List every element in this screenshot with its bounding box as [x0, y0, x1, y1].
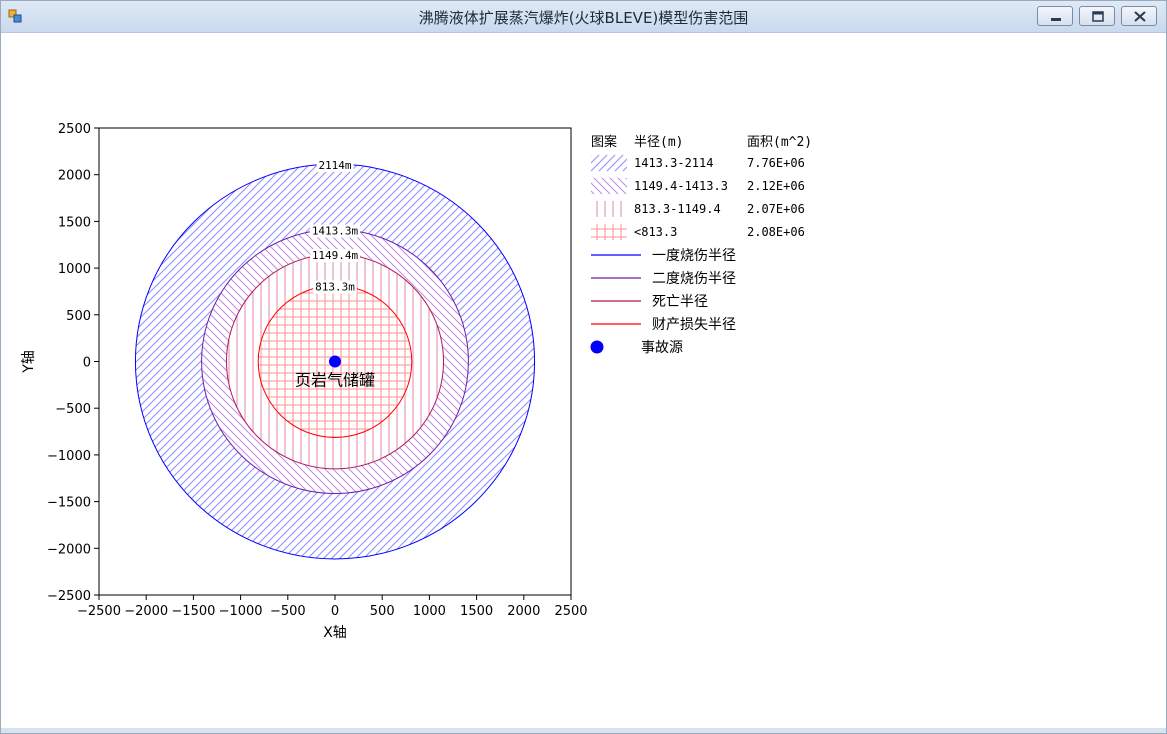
title-bar[interactable]: 沸腾液体扩展蒸汽爆炸(火球BLEVE)模型伤害范围	[1, 1, 1166, 33]
x-tick-label: −1500	[171, 604, 215, 619]
legend-header-area: 面积(m^2)	[747, 135, 812, 150]
x-tick-label: 2000	[507, 604, 540, 619]
legend-swatch	[591, 155, 627, 171]
legend-range: 813.3-1149.4	[634, 202, 721, 216]
legend-header-radius: 半径(m)	[634, 135, 683, 150]
legend-line-label: 一度烧伤半径	[652, 248, 736, 264]
y-tick-label: 1000	[58, 262, 91, 277]
y-tick-label: 1500	[58, 215, 91, 230]
legend-range: 1413.3-2114	[634, 156, 713, 170]
radius-label: 2114m	[318, 159, 351, 172]
radius-label-bg	[309, 224, 361, 238]
legend-marker-label: 事故源	[641, 340, 683, 356]
legend-header-pattern: 图案	[591, 135, 617, 150]
maximize-button[interactable]	[1079, 6, 1115, 26]
y-tick-label: −1000	[47, 449, 91, 464]
x-tick-label: 500	[370, 604, 395, 619]
radius-label-bg	[313, 280, 357, 294]
radius-label-bg	[316, 159, 354, 173]
y-tick-label: 0	[83, 356, 91, 371]
radius-label: 1149.4m	[312, 249, 359, 262]
y-tick-label: 500	[66, 309, 91, 324]
window-title: 沸腾液体扩展蒸汽爆炸(火球BLEVE)模型伤害范围	[418, 9, 749, 27]
maximize-icon	[1092, 11, 1104, 22]
legend-area: 2.08E+06	[747, 225, 805, 239]
minimize-button[interactable]	[1037, 6, 1073, 26]
x-tick-label: −2000	[124, 604, 168, 619]
x-axis-label: X轴	[323, 625, 347, 641]
close-icon	[1134, 11, 1146, 22]
legend-range: <813.3	[634, 225, 677, 239]
x-tick-label: −500	[270, 604, 306, 619]
radius-label-bg	[309, 249, 361, 263]
legend-line-label: 财产损失半径	[652, 317, 736, 333]
legend-swatch	[591, 224, 627, 240]
app-icon[interactable]	[8, 9, 22, 23]
x-tick-label: 0	[331, 604, 339, 619]
x-tick-label: 1500	[460, 604, 493, 619]
legend-line-label: 二度烧伤半径	[652, 271, 736, 287]
radius-label: 1413.3m	[312, 224, 359, 237]
y-tick-label: −1500	[47, 496, 91, 511]
chart-area: 2114m 1413.3m 1149.4m 813.3m 页岩气储罐 −2500 −2000…	[1, 33, 1166, 733]
close-button[interactable]	[1121, 6, 1157, 26]
y-axis-label: Y轴	[21, 350, 37, 374]
y-tick-label: 2000	[58, 169, 91, 184]
legend-swatch	[591, 178, 627, 194]
minimize-icon	[1051, 18, 1061, 21]
legend-range: 1149.4-1413.3	[634, 179, 728, 193]
legend-marker-swatch	[590, 340, 604, 354]
y-tick-label: −500	[55, 402, 91, 417]
accident-source-marker	[329, 355, 341, 368]
y-tick-label: −2500	[47, 589, 91, 604]
legend-area: 2.07E+06	[747, 202, 805, 216]
x-tick-label: −2500	[77, 604, 121, 619]
source-label: 页岩气储罐	[295, 371, 375, 390]
legend-swatch	[591, 201, 627, 217]
legend-area: 7.76E+06	[747, 156, 805, 170]
radius-label: 813.3m	[315, 281, 355, 294]
x-tick-label: −1000	[219, 604, 263, 619]
x-tick-label: 2500	[554, 604, 587, 619]
legend-area: 2.12E+06	[747, 179, 805, 193]
y-tick-label: 2500	[58, 122, 91, 137]
y-tick-label: −2000	[47, 542, 91, 557]
x-tick-label: 1000	[413, 604, 446, 619]
legend-line-label: 死亡半径	[652, 294, 708, 310]
window-bottom-border	[1, 728, 1166, 733]
